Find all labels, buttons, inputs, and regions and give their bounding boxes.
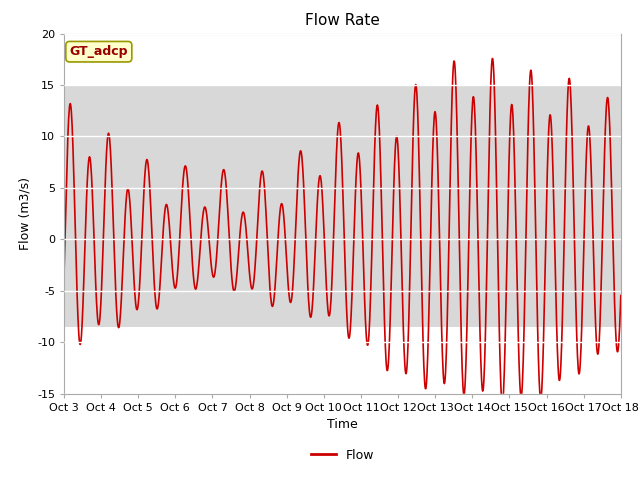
X-axis label: Time: Time xyxy=(327,418,358,431)
Text: GT_adcp: GT_adcp xyxy=(70,45,128,58)
Bar xyxy=(64,85,621,327)
Y-axis label: Flow (m3/s): Flow (m3/s) xyxy=(19,177,31,250)
Legend: Flow: Flow xyxy=(306,444,379,467)
Title: Flow Rate: Flow Rate xyxy=(305,13,380,28)
